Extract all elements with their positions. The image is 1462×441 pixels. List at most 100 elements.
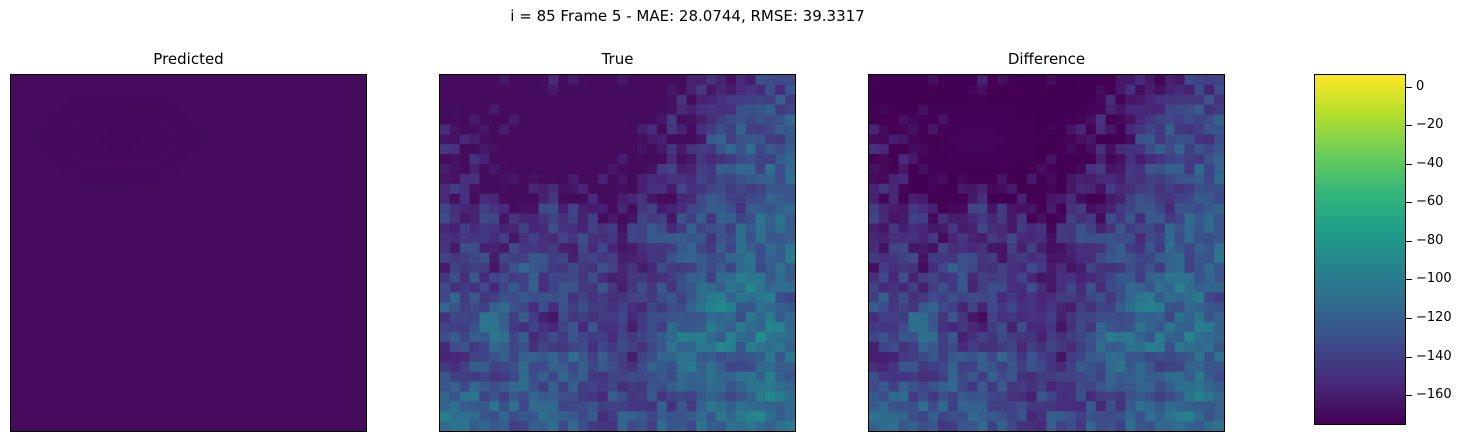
predicted-cell bbox=[237, 223, 249, 234]
difference-cell bbox=[928, 193, 939, 205]
true-cell bbox=[489, 75, 500, 86]
true-cell bbox=[686, 282, 697, 294]
true-cell bbox=[597, 203, 609, 215]
true-cell bbox=[568, 292, 579, 304]
predicted-cell bbox=[158, 292, 170, 304]
predicted-cell bbox=[287, 173, 298, 185]
predicted-cell bbox=[119, 183, 130, 195]
difference-cell bbox=[878, 421, 890, 431]
predicted-cell bbox=[158, 421, 170, 431]
true-cell bbox=[607, 243, 619, 254]
difference-cell bbox=[1085, 401, 1097, 412]
true-cell bbox=[578, 213, 589, 224]
predicted-cell bbox=[40, 381, 52, 393]
true-cell bbox=[538, 203, 550, 215]
true-cell bbox=[528, 381, 540, 393]
true-cell bbox=[755, 243, 767, 254]
true-cell bbox=[765, 421, 776, 431]
difference-cell bbox=[1204, 381, 1215, 393]
difference-cell bbox=[1115, 312, 1126, 323]
difference-cell bbox=[1145, 183, 1156, 195]
difference-cell bbox=[1204, 223, 1215, 234]
true-cell bbox=[548, 421, 559, 431]
predicted-cell bbox=[50, 401, 61, 412]
predicted-cell bbox=[119, 94, 130, 106]
predicted-cell bbox=[11, 342, 22, 353]
predicted-cell bbox=[296, 361, 308, 373]
difference-cell bbox=[1214, 84, 1224, 96]
true-cell bbox=[666, 134, 678, 145]
predicted-cell bbox=[247, 104, 259, 116]
true-cell bbox=[597, 243, 609, 254]
true-cell bbox=[568, 361, 579, 373]
difference-cell bbox=[997, 312, 1008, 323]
predicted-cell bbox=[247, 213, 259, 224]
true-cell bbox=[607, 154, 619, 165]
difference-cell bbox=[918, 164, 929, 175]
difference-cell bbox=[1194, 401, 1205, 412]
predicted-cell bbox=[70, 104, 81, 116]
difference-cell bbox=[1056, 203, 1067, 215]
difference-cell bbox=[1135, 124, 1146, 135]
difference-cell bbox=[878, 134, 890, 145]
predicted-cell bbox=[99, 144, 111, 155]
true-cell bbox=[785, 203, 795, 215]
difference-cell bbox=[1204, 351, 1215, 363]
predicted-cell bbox=[60, 282, 71, 294]
true-cell bbox=[607, 292, 619, 304]
difference-cell bbox=[1184, 243, 1196, 254]
difference-cell bbox=[987, 243, 998, 254]
colorbar-tick bbox=[1406, 125, 1412, 127]
difference-cell bbox=[1204, 272, 1215, 284]
predicted-cell bbox=[50, 124, 61, 135]
difference-cell bbox=[1085, 233, 1097, 244]
difference-cell bbox=[878, 312, 890, 323]
true-cell bbox=[617, 342, 628, 353]
difference-cell bbox=[1174, 193, 1186, 205]
true-cell bbox=[587, 351, 599, 363]
true-cell bbox=[647, 134, 658, 145]
predicted-cell bbox=[326, 421, 338, 431]
difference-cell bbox=[1115, 124, 1126, 135]
difference-cell bbox=[918, 302, 929, 313]
true-cell bbox=[449, 104, 461, 116]
predicted-cell bbox=[119, 302, 130, 313]
difference-cell bbox=[1164, 84, 1176, 96]
true-cell bbox=[587, 272, 599, 284]
true-cell bbox=[440, 233, 451, 244]
predicted-cell bbox=[158, 342, 170, 353]
predicted-cell bbox=[109, 312, 121, 323]
true-cell bbox=[676, 411, 688, 422]
predicted-cell bbox=[356, 154, 366, 165]
predicted-cell bbox=[168, 351, 180, 363]
predicted-cell bbox=[267, 173, 278, 185]
difference-cell bbox=[1135, 351, 1146, 363]
true-cell bbox=[686, 223, 697, 234]
difference-cell bbox=[1214, 223, 1224, 234]
predicted-cell bbox=[119, 342, 130, 353]
difference-cell bbox=[1095, 282, 1107, 294]
predicted-cell bbox=[158, 134, 170, 145]
predicted-cell bbox=[237, 213, 249, 224]
difference-cell bbox=[1095, 243, 1107, 254]
difference-cell bbox=[1194, 381, 1205, 393]
difference-cell bbox=[1194, 223, 1205, 234]
true-cell bbox=[637, 411, 648, 422]
predicted-cell bbox=[346, 312, 357, 323]
predicted-cell bbox=[109, 243, 121, 254]
predicted-cell bbox=[119, 233, 130, 244]
true-cell bbox=[666, 173, 678, 185]
true-cell bbox=[528, 351, 540, 363]
difference-cell bbox=[918, 391, 929, 402]
difference-cell bbox=[928, 292, 939, 304]
true-cell bbox=[755, 361, 767, 373]
true-cell bbox=[558, 262, 569, 274]
true-cell bbox=[568, 193, 579, 205]
true-cell bbox=[706, 233, 717, 244]
difference-cell bbox=[987, 312, 998, 323]
difference-cell bbox=[878, 262, 890, 274]
true-cell bbox=[725, 272, 737, 284]
difference-cell bbox=[888, 302, 900, 313]
true-cell bbox=[518, 391, 530, 402]
predicted-cell bbox=[139, 243, 150, 254]
